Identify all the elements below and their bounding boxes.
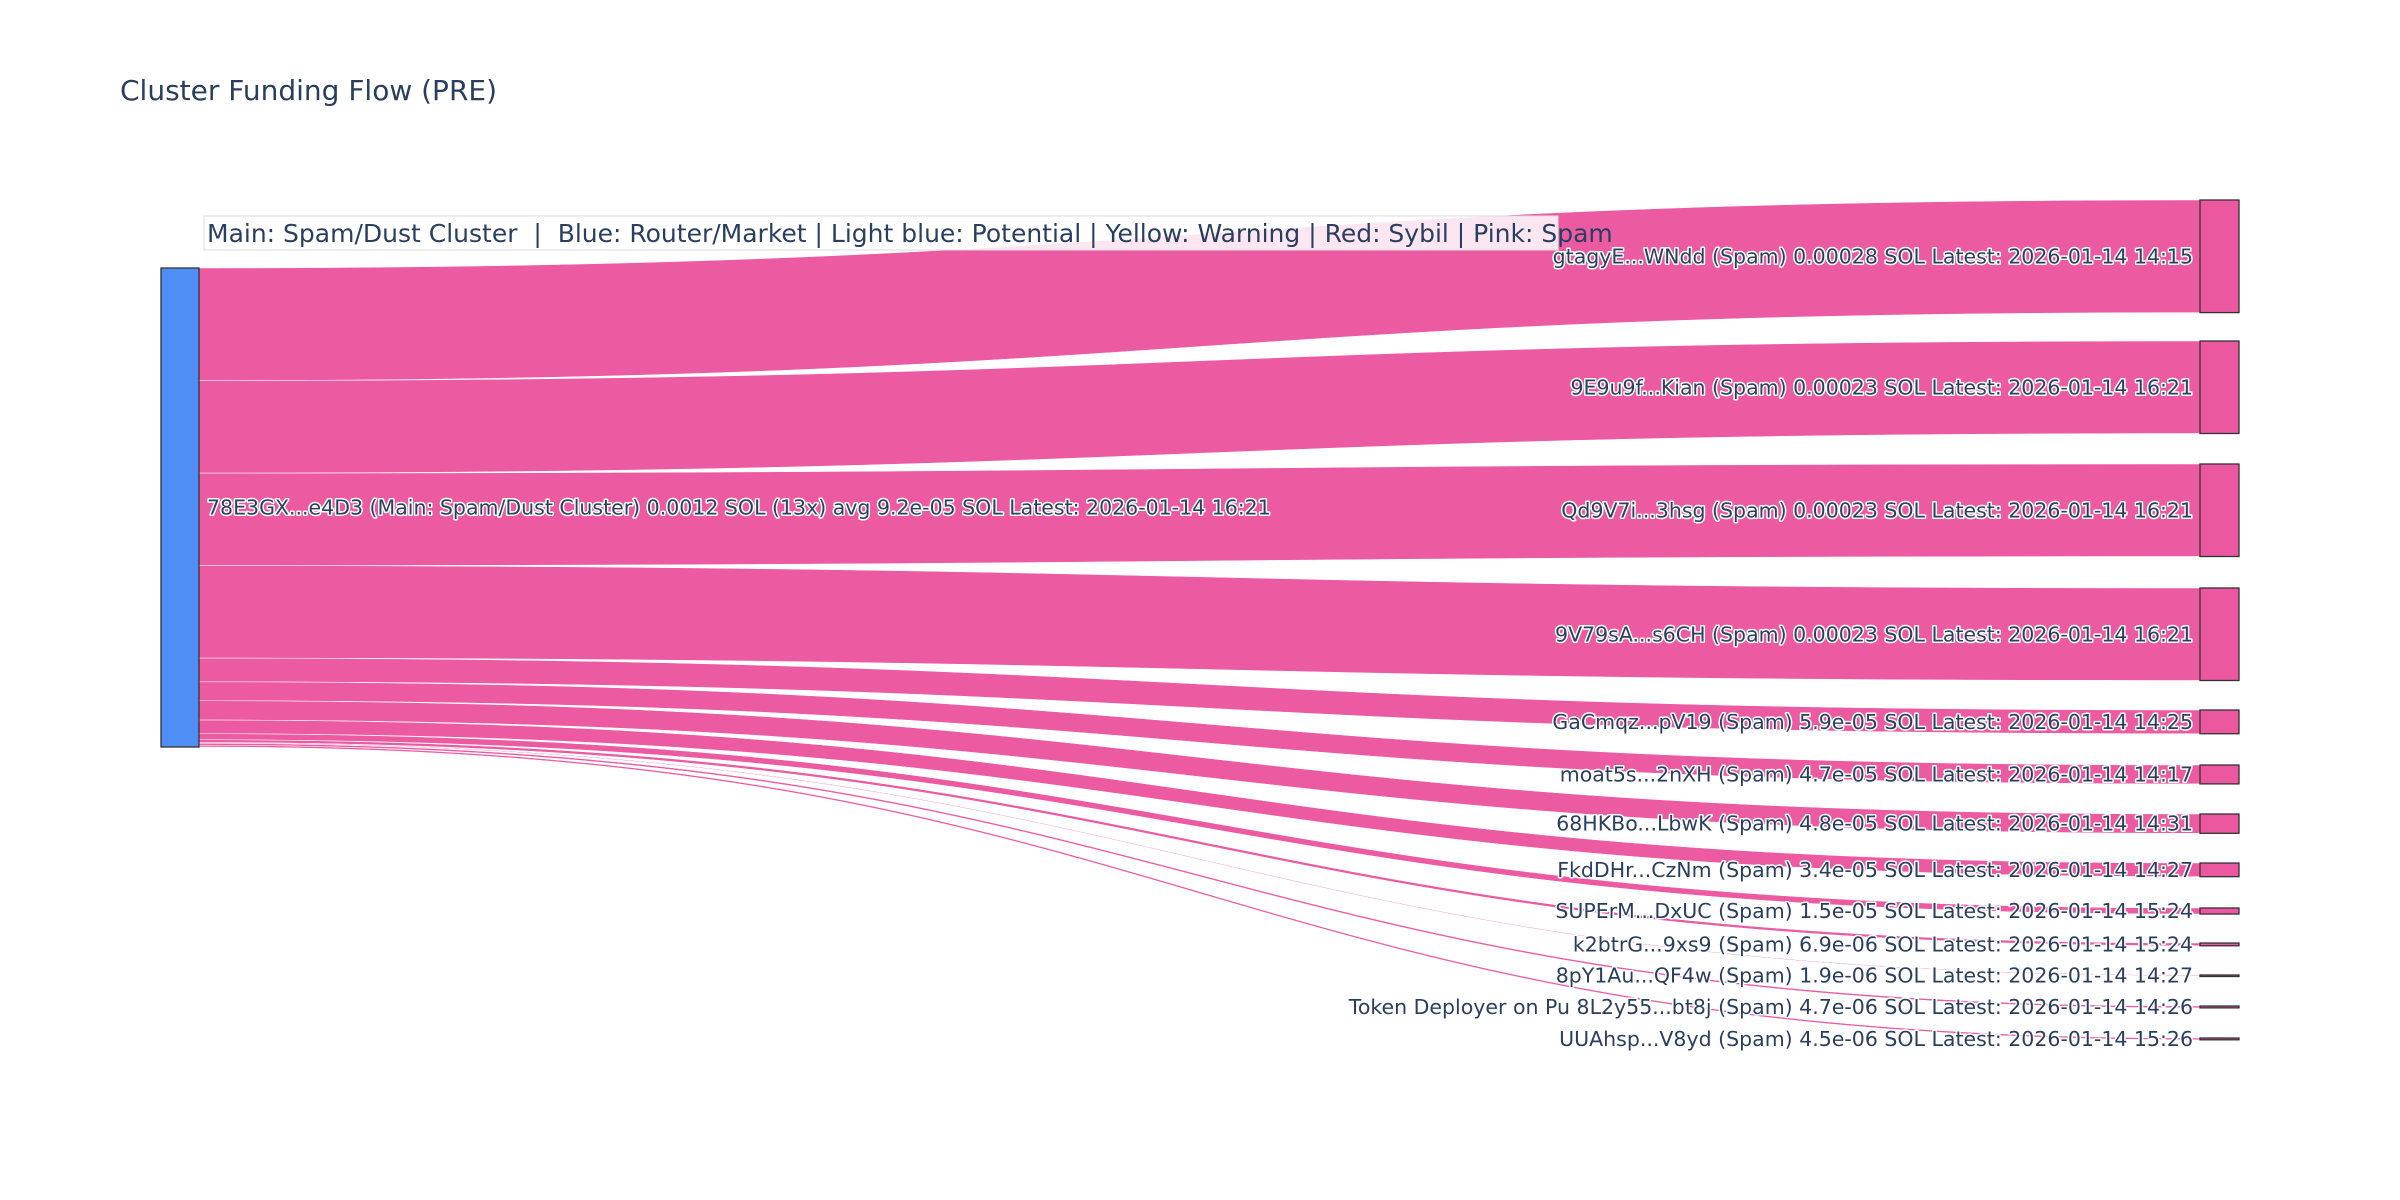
target-node[interactable] [2199, 974, 2240, 978]
source-node-label: 78E3GX...e4D3 (Main: Spam/Dust Cluster) … [207, 496, 1271, 520]
legend-note: Main: Spam/Dust Cluster | Blue: Router/M… [207, 219, 1613, 248]
target-node[interactable] [2199, 862, 2240, 878]
legend-note-box: Main: Spam/Dust Cluster | Blue: Router/M… [203, 215, 1613, 251]
target-node[interactable] [2199, 463, 2240, 558]
target-node-label: Token Deployer on Pu 8L2y55...bt8j (Spam… [1348, 995, 2193, 1019]
target-node[interactable] [2199, 907, 2240, 915]
target-node[interactable] [2199, 942, 2240, 947]
target-node-label: 68HKBo...LbwK (Spam) 4.8e-05 SOL Latest:… [1556, 812, 2193, 836]
target-node[interactable] [2199, 340, 2240, 435]
chart-title: Cluster Funding Flow (PRE) [120, 74, 497, 107]
target-node-label: 9E9u9f...Kian (Spam) 0.00023 SOL Latest:… [1570, 375, 2193, 399]
target-node[interactable] [2199, 764, 2240, 785]
target-node-label: 9V79sA...s6CH (Spam) 0.00023 SOL Latest:… [1555, 622, 2193, 646]
target-node-label: FkdDHr...CzNm (Spam) 3.4e-05 SOL Latest:… [1557, 858, 2193, 882]
target-node[interactable] [2199, 587, 2240, 682]
target-node-label: Qd9V7i...3hsg (Spam) 0.00023 SOL Latest:… [1561, 498, 2193, 522]
labels-layer: gtagyE...WNdd (Spam) 0.00028 SOL Latest:… [206, 243, 2195, 1053]
target-node-label: 8pY1Au...QF4w (Spam) 1.9e-06 SOL Latest:… [1556, 963, 2193, 987]
target-node-label: moat5s...2nXH (Spam) 4.7e-05 SOL Latest:… [1560, 762, 2193, 786]
target-node[interactable] [2199, 1037, 2240, 1041]
target-node[interactable] [2199, 709, 2240, 735]
target-node[interactable] [2199, 813, 2240, 834]
target-node[interactable] [2199, 1005, 2240, 1009]
target-node-label: gtagyE...WNdd (Spam) 0.00028 SOL Latest:… [1553, 244, 2193, 268]
nodes-layer [160, 199, 2240, 1041]
target-node-label: GaCmqz...pV19 (Spam) 5.9e-05 SOL Latest:… [1552, 710, 2193, 734]
target-node-label: SUPErM...DxUC (Spam) 1.5e-05 SOL Latest:… [1555, 899, 2193, 923]
target-node-label: UUAhsp...V8yd (Spam) 4.5e-06 SOL Latest:… [1559, 1027, 2193, 1051]
links-layer [198, 199, 2201, 1041]
target-node[interactable] [2199, 199, 2240, 314]
target-node-label: k2btrG...9xs9 (Spam) 6.9e-06 SOL Latest:… [1573, 932, 2193, 956]
source-node[interactable] [160, 267, 200, 748]
